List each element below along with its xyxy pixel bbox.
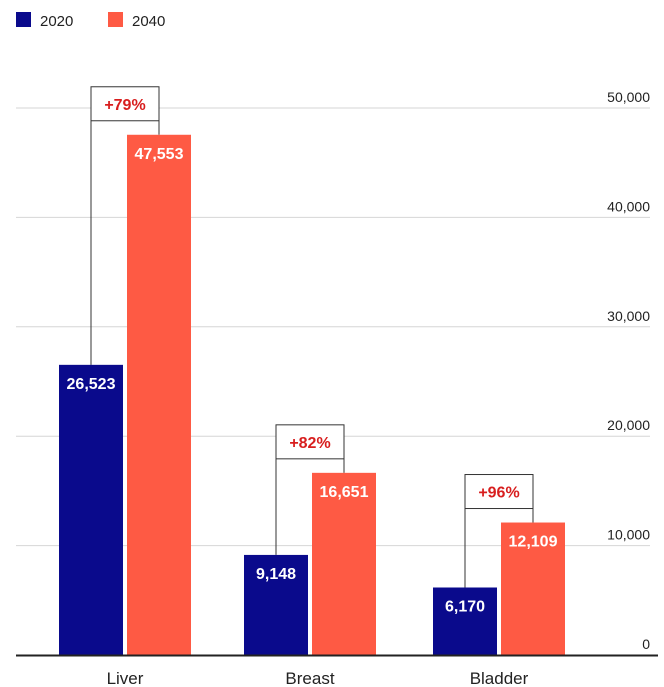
change-label: +82% [289,435,330,452]
data-label: 16,651 [320,484,369,501]
legend-swatch-2020 [16,12,31,27]
y-tick-label: 20,000 [607,417,650,433]
x-axis: Liver Breast Bladder [16,654,658,687]
bar-2040-liver [127,134,191,655]
bar-2020-bladder [433,587,497,655]
legend-swatch-2040 [108,12,123,27]
legend-label-2020: 2020 [40,13,73,30]
change-box [90,86,160,122]
bar-2040-bladder [501,522,565,655]
change-label: +96% [478,485,519,502]
change-box [275,424,345,460]
bar-2020-liver [59,364,123,655]
y-tick-label: 10,000 [607,527,650,543]
data-label: 47,553 [135,146,184,163]
bar-2040-breast [312,472,376,655]
data-label: 26,523 [67,376,116,393]
bars: 26,523 47,553 9,148 16,651 6,170 12,109 [59,134,565,655]
y-tick-label: 40,000 [607,198,650,214]
change-box [464,474,534,510]
data-label: 12,109 [509,534,558,551]
x-tick-label: Bladder [470,669,529,687]
y-tick-label: 0 [642,636,650,652]
change-brackets: +79% +82% +96% [90,86,534,588]
legend: 2020 2040 [16,12,165,30]
data-label: 6,170 [445,599,485,616]
bar-2020-breast [244,554,308,655]
x-tick-label: Liver [107,669,144,687]
x-tick-label: Breast [285,669,334,687]
y-axis: 0 10,000 20,000 30,000 40,000 50,000 [607,89,650,652]
change-label: +79% [104,97,145,114]
legend-label-2040: 2040 [132,13,165,30]
data-label: 9,148 [256,566,296,583]
y-tick-label: 50,000 [607,89,650,105]
y-tick-label: 30,000 [607,308,650,324]
